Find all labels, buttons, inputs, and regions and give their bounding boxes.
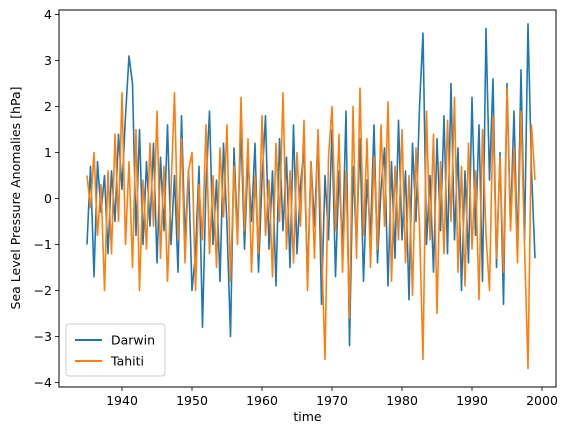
x-axis: 1940 1950 1960 1970 1980 1990 2000 <box>106 387 558 408</box>
legend-label-darwin: Darwin <box>111 333 155 348</box>
y-tick-label: 1 <box>44 145 52 160</box>
y-axis: −4 −3 −2 −1 0 1 2 3 4 <box>34 7 59 390</box>
y-tick-label: 4 <box>44 7 52 22</box>
x-tick-label: 1960 <box>246 393 278 408</box>
legend-box <box>65 323 166 377</box>
y-tick-label: −4 <box>34 375 52 390</box>
y-tick-label: 0 <box>44 191 52 206</box>
y-tick-label: −2 <box>34 283 52 298</box>
series-layer <box>86 22 536 370</box>
series-line-tahiti <box>86 87 536 370</box>
y-tick-label: −3 <box>34 329 52 344</box>
legend-label-tahiti: Tahiti <box>110 354 144 369</box>
x-tick-label: 2000 <box>526 393 558 408</box>
x-tick-label: 1980 <box>386 393 418 408</box>
legend: Darwin Tahiti <box>65 323 166 377</box>
x-axis-label: time <box>293 409 322 424</box>
x-tick-label: 1950 <box>176 393 208 408</box>
x-tick-label: 1990 <box>456 393 488 408</box>
y-axis-label: Sea Level Pressure Anomalies [hPa] <box>8 87 23 310</box>
y-tick-label: 2 <box>44 99 52 114</box>
y-tick-label: 3 <box>44 53 52 68</box>
x-tick-label: 1970 <box>316 393 348 408</box>
y-tick-label: −1 <box>34 237 52 252</box>
x-tick-label: 1940 <box>106 393 138 408</box>
